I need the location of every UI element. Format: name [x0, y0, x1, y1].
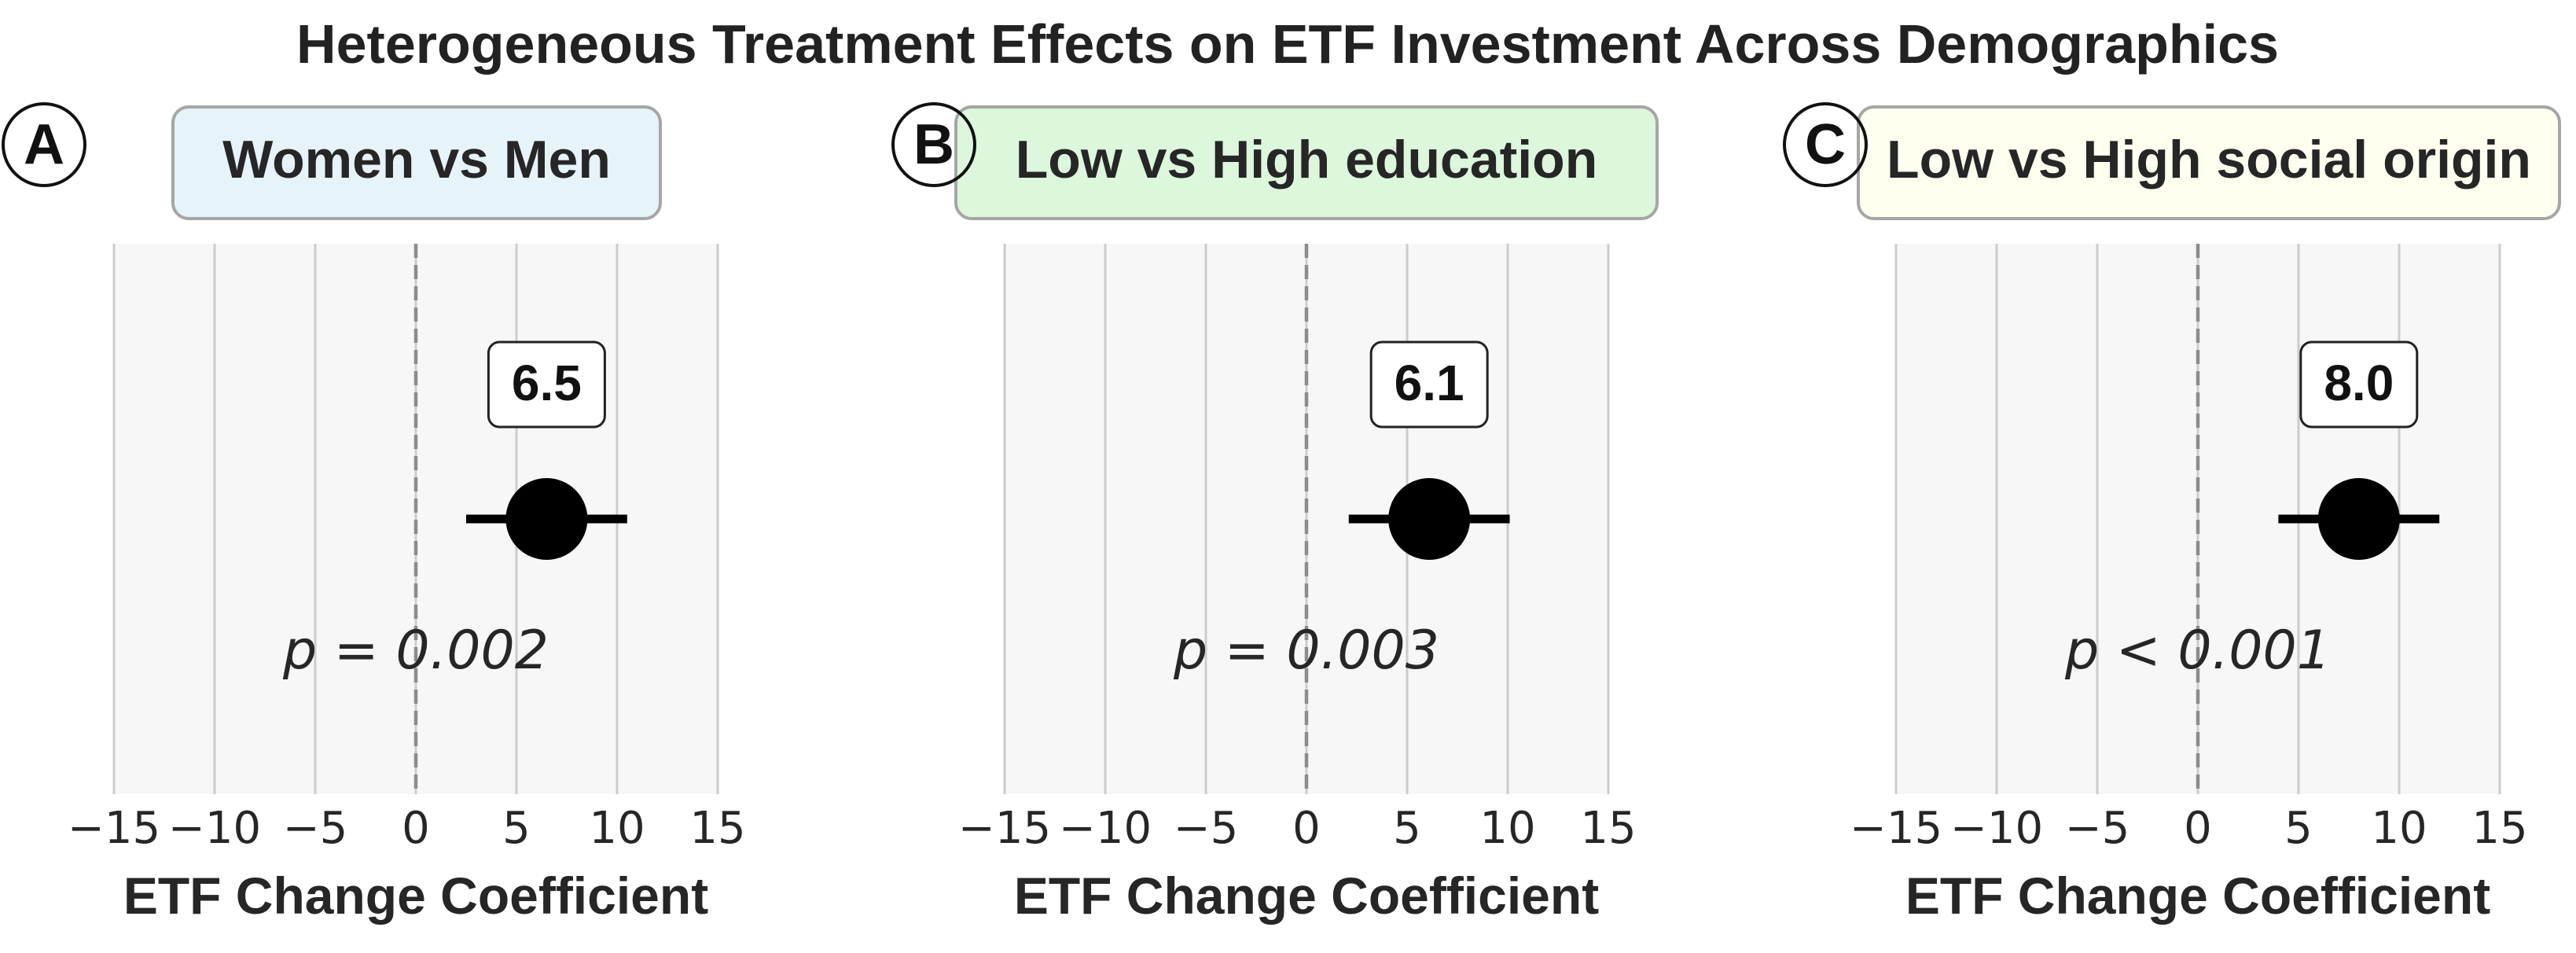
x-tick-label: −10 [1950, 803, 2043, 854]
x-tick-label: 5 [1393, 803, 1421, 854]
x-axis-label: ETF Change Coefficient [1014, 867, 1599, 925]
x-tick-label: 15 [1580, 803, 1636, 854]
value-label-box [1369, 340, 1489, 429]
x-tick-label: −10 [1059, 803, 1152, 854]
x-tick-label: 5 [2284, 803, 2313, 854]
panel-a: −15 −10 −5 0 5 10 15 ETF Change Coefficient p = … [2, 102, 746, 925]
x-tick-label: 0 [1292, 803, 1321, 854]
panel-label-circle [891, 102, 976, 187]
panel-title-box [954, 105, 1659, 220]
figure-title: Heterogeneous Treatment Effects on ETF I… [296, 13, 2279, 75]
x-tick-label: −5 [1174, 803, 1239, 854]
panel-label: A [24, 113, 64, 176]
point-estimate [505, 478, 588, 560]
p-value-text: p = 0.003 [1173, 620, 1439, 682]
x-tick-label: 10 [2371, 803, 2427, 854]
x-tick-label: −5 [2065, 803, 2130, 854]
panel-title-box [171, 105, 662, 220]
panel-label: B [913, 113, 954, 176]
panel-label-circle [1783, 102, 1868, 187]
panel-label-circle [2, 102, 86, 187]
p-value-text: p < 0.001 [2064, 620, 2331, 682]
x-tick-label: −15 [68, 803, 160, 854]
x-tick-label: −10 [168, 803, 261, 854]
x-tick-label: 15 [689, 803, 745, 854]
panel-title: Women vs Men [222, 130, 611, 189]
panel-title: Low vs High education [1016, 130, 1598, 189]
x-tick-label: −15 [958, 803, 1051, 854]
p-value-text: p = 0.002 [282, 620, 549, 682]
x-tick-label: −5 [283, 803, 348, 854]
panel-title: Low vs High social origin [1887, 130, 2531, 189]
point-estimate [2317, 478, 2400, 560]
panel-title-box [1857, 105, 2561, 220]
x-tick-label: 10 [1479, 803, 1535, 854]
x-tick-label: 10 [589, 803, 645, 854]
x-tick-label: 0 [402, 803, 430, 854]
value-label-box [2299, 340, 2419, 429]
x-tick-label: 0 [2184, 803, 2212, 854]
panel-b: −15 −10 −5 0 5 10 15 ETF Change Coefficient p = … [891, 102, 1659, 925]
x-tick-label: −15 [1850, 803, 1942, 854]
value-label: 6.5 [512, 355, 582, 411]
x-tick-label: 5 [502, 803, 531, 854]
value-label: 6.1 [1395, 355, 1464, 411]
x-axis-label: ETF Change Coefficient [1905, 867, 2490, 925]
point-estimate [1388, 478, 1471, 560]
panel-c: −15 −10 −5 0 5 10 15 ETF Change Coefficient p < … [1783, 102, 2561, 925]
value-label: 8.0 [2324, 355, 2394, 411]
panel-label: C [1805, 113, 1846, 176]
x-axis-label: ETF Change Coefficient [123, 867, 708, 925]
x-tick-label: 15 [2471, 803, 2527, 854]
value-label-box [487, 340, 606, 429]
